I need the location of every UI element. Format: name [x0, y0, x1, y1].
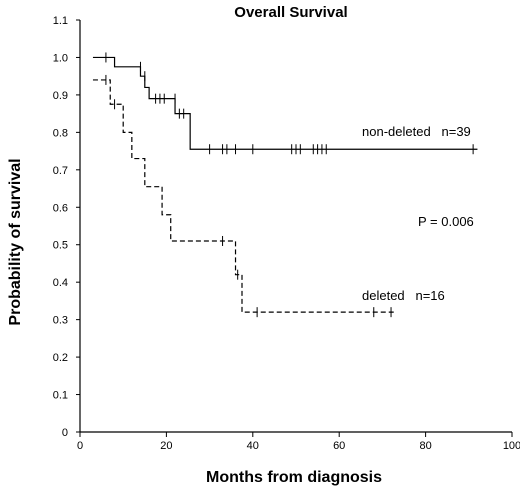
chart-title: Overall Survival — [234, 4, 347, 21]
y-tick-label: 0.9 — [53, 90, 68, 102]
x-axis-label: Months from diagnosis — [206, 469, 382, 486]
x-ticks: 0 20 40 60 80 100 — [77, 432, 520, 452]
annotation-deleted: deleted n=16 — [362, 288, 445, 303]
annotation-p-value: P = 0.006 — [418, 214, 474, 229]
survival-curve-2 — [92, 79, 396, 313]
y-tick-label: 0 — [62, 427, 68, 439]
y-tick-label: 0.6 — [53, 202, 68, 214]
x-tick-label: 100 — [503, 440, 520, 452]
y-tick-label: 0.3 — [53, 315, 68, 327]
x-tick-label: 80 — [419, 440, 431, 452]
y-tick-label: 0.8 — [53, 127, 68, 139]
survival-curves — [92, 52, 478, 318]
x-tick-label: 0 — [77, 440, 83, 452]
y-tick-label: 0.4 — [53, 277, 68, 289]
y-tick-label: 0.2 — [53, 352, 68, 364]
y-tick-label: 0.5 — [53, 240, 68, 252]
y-tick-label: 1.1 — [53, 15, 68, 27]
annotation-non-deleted: non-deleted n=39 — [362, 124, 471, 139]
y-tick-label: 0.7 — [53, 165, 68, 177]
survival-curve-1 — [92, 56, 478, 150]
y-axis-label: Probability of survival — [7, 158, 24, 325]
y-tick-label: 0.1 — [53, 390, 68, 402]
x-tick-label: 40 — [247, 440, 259, 452]
y-ticks: 0 0.1 0.2 0.3 0.4 0.5 0.6 0.7 0.8 0.9 1.0 1.1 — [53, 15, 80, 439]
axes — [79, 20, 512, 433]
x-tick-label: 60 — [333, 440, 345, 452]
y-tick-label: 1.0 — [53, 52, 68, 64]
x-tick-label: 20 — [160, 440, 172, 452]
